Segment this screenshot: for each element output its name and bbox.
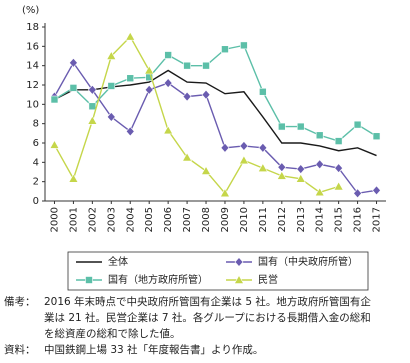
marker bbox=[233, 274, 245, 284]
note-label: 備考： bbox=[4, 295, 36, 308]
legend-label: 国有（中央政府所管） bbox=[258, 255, 358, 268]
y-tick-label: 16 bbox=[26, 41, 39, 52]
marker bbox=[353, 188, 362, 199]
note-label: 資料： bbox=[4, 343, 36, 356]
y-tick-label: 6 bbox=[33, 138, 39, 149]
marker bbox=[258, 142, 268, 153]
x-tick-label: 2006 bbox=[163, 207, 174, 232]
x-tick-label: 2007 bbox=[182, 207, 193, 232]
note-text: を総資産の総和で除した値。 bbox=[44, 327, 181, 340]
marker bbox=[183, 61, 191, 70]
marker bbox=[182, 91, 192, 102]
y-tick-label: 10 bbox=[26, 99, 39, 110]
marker bbox=[334, 163, 344, 174]
marker bbox=[353, 120, 362, 129]
x-tick-label: 2001 bbox=[68, 207, 79, 232]
note-text: 2016 年末時点で中央政府所管国有企業は 5 社。地方政府所管国有企 bbox=[44, 295, 371, 308]
x-tick-label: 2008 bbox=[201, 207, 212, 232]
x-tick-label: 2002 bbox=[87, 207, 98, 232]
y-tick-label: 18 bbox=[26, 22, 39, 33]
marker bbox=[88, 102, 97, 111]
marker bbox=[238, 155, 249, 165]
marker bbox=[163, 78, 173, 89]
legend-box bbox=[67, 251, 369, 291]
marker bbox=[259, 87, 267, 96]
legend-label: 民営 bbox=[258, 273, 278, 286]
x-tick-label: 2013 bbox=[296, 207, 307, 232]
marker bbox=[219, 188, 230, 198]
marker bbox=[125, 126, 135, 137]
y-tick-label: 0 bbox=[33, 196, 39, 207]
marker bbox=[296, 164, 306, 175]
marker bbox=[220, 142, 230, 153]
marker bbox=[125, 31, 136, 41]
x-tick-label: 2011 bbox=[258, 207, 269, 232]
marker bbox=[201, 165, 212, 175]
x-tick-label: 2015 bbox=[334, 207, 345, 232]
marker bbox=[315, 131, 324, 140]
x-tick-label: 2005 bbox=[144, 207, 155, 232]
y-tick-label: 12 bbox=[26, 80, 39, 91]
marker bbox=[182, 152, 193, 162]
series-line bbox=[54, 44, 377, 142]
marker bbox=[372, 132, 381, 141]
note-text: 業は 21 社。民営企業は 7 社。各グループにおける長期借入金の総和 bbox=[44, 311, 371, 324]
marker bbox=[278, 122, 286, 131]
x-tick-label: 2003 bbox=[106, 207, 117, 232]
marker bbox=[87, 115, 98, 125]
marker bbox=[106, 50, 117, 60]
y-tick-label: 4 bbox=[33, 157, 39, 168]
marker bbox=[315, 159, 325, 170]
x-tick-label: 2009 bbox=[220, 207, 231, 232]
marker bbox=[144, 84, 154, 95]
marker bbox=[144, 65, 155, 75]
marker bbox=[257, 163, 268, 172]
marker bbox=[202, 61, 210, 70]
x-tick-label: 2016 bbox=[353, 207, 364, 232]
marker bbox=[126, 74, 135, 83]
marker bbox=[164, 51, 172, 59]
marker bbox=[107, 82, 116, 90]
x-tick-label: 2017 bbox=[372, 207, 383, 232]
note-text: 中国鉄鋼上場 33 社「年度報告書」より作成。 bbox=[44, 343, 263, 356]
marker bbox=[163, 125, 174, 135]
marker bbox=[296, 122, 305, 131]
marker bbox=[295, 173, 306, 183]
marker bbox=[87, 84, 97, 95]
marker bbox=[201, 89, 211, 100]
marker bbox=[372, 185, 381, 196]
legend-label: 全体 bbox=[108, 255, 128, 268]
marker bbox=[69, 57, 78, 68]
marker bbox=[85, 276, 93, 284]
y-tick-label: 2 bbox=[33, 177, 39, 188]
marker bbox=[68, 173, 79, 183]
marker bbox=[333, 181, 344, 191]
marker bbox=[239, 140, 249, 151]
marker bbox=[49, 139, 60, 149]
marker bbox=[240, 41, 248, 50]
x-tick-label: 2000 bbox=[49, 207, 60, 232]
y-unit: (%) bbox=[22, 5, 39, 16]
marker bbox=[221, 45, 229, 54]
y-tick-label: 14 bbox=[26, 61, 39, 72]
x-tick-label: 2012 bbox=[277, 207, 288, 232]
marker bbox=[314, 187, 325, 197]
marker bbox=[50, 95, 59, 104]
marker bbox=[69, 84, 78, 92]
series-line bbox=[53, 61, 377, 195]
marker bbox=[276, 170, 287, 180]
marker bbox=[334, 137, 343, 145]
legend-label: 国有（地方政府所管） bbox=[108, 273, 208, 286]
marker bbox=[234, 257, 244, 267]
y-tick-label: 8 bbox=[33, 119, 39, 130]
marker bbox=[106, 111, 116, 122]
x-tick-label: 2014 bbox=[315, 207, 326, 232]
series-line bbox=[53, 35, 339, 195]
x-tick-label: 2004 bbox=[125, 207, 136, 232]
x-tick-label: 2010 bbox=[239, 207, 250, 232]
